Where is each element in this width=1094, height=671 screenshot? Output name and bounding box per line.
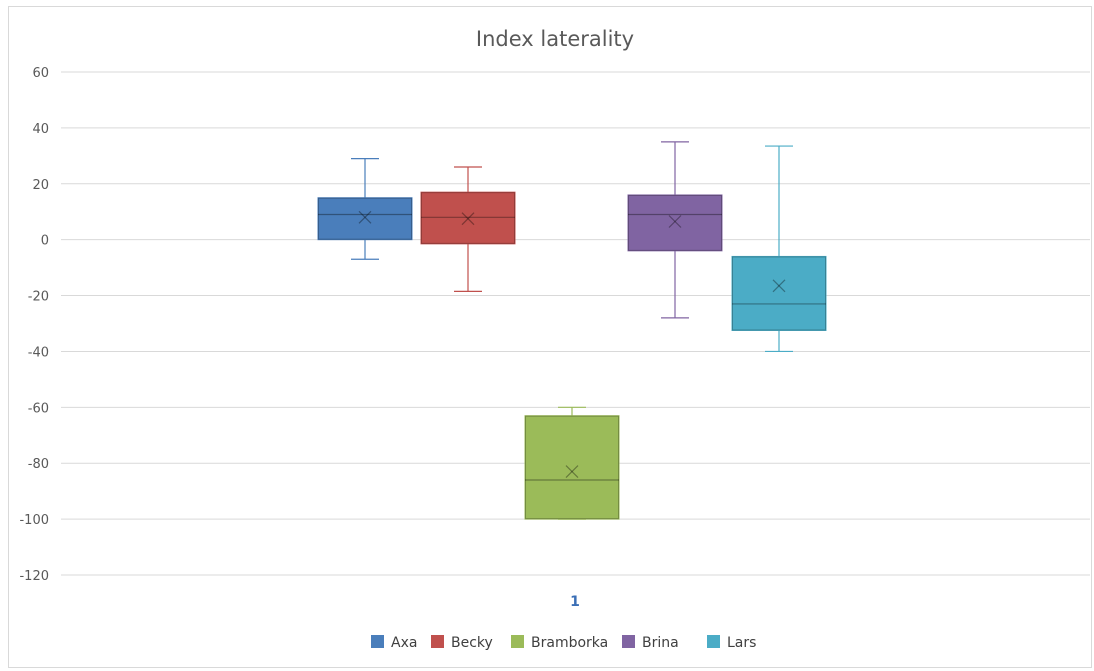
mean-marker <box>565 465 579 479</box>
box-becky <box>420 166 516 292</box>
legend-label: Axa <box>391 635 417 651</box>
legend-label: Lars <box>727 635 756 651</box>
chart-title: Index laterality <box>476 27 634 51</box>
y-tick-label: -120 <box>19 569 49 584</box>
iqr-box <box>317 197 413 241</box>
iqr-box <box>731 255 827 331</box>
y-tick-label: 40 <box>32 122 49 137</box>
box-outline <box>525 415 619 520</box>
box-bramborka <box>524 406 620 520</box>
legend-swatch <box>371 635 384 648</box>
iqr-box <box>627 194 723 252</box>
mean-marker <box>772 279 786 293</box>
mean-marker <box>772 279 786 293</box>
legend-swatch <box>707 635 720 648</box>
legend: Axa Becky Bramborka Brina Lars <box>371 635 756 651</box>
box-brina <box>627 141 723 319</box>
y-tick-label: 0 <box>41 234 49 249</box>
box-lars <box>731 145 827 353</box>
mean-marker <box>358 210 372 224</box>
box-outline <box>421 192 515 244</box>
y-tick-label: -20 <box>28 290 49 305</box>
iqr-box <box>420 191 516 245</box>
y-tick-label: -100 <box>19 513 49 528</box>
legend-label: Becky <box>451 635 493 651</box>
box-axa <box>317 158 413 260</box>
x-category-label: 1 <box>570 594 580 610</box>
iqr-box <box>524 415 620 520</box>
box-outline <box>732 256 826 331</box>
legend-label: Bramborka <box>531 635 608 651</box>
legend-label: Brina <box>642 635 679 651</box>
y-tick-label: -60 <box>28 401 49 416</box>
y-tick-label: 20 <box>32 178 49 193</box>
y-tick-label: 60 <box>32 66 49 81</box>
box-outline <box>628 194 722 251</box>
y-axis-ticks: 60 40 20 0 -20 -40 -60 -80 -100 -120 <box>19 66 49 584</box>
mean-marker <box>668 215 682 228</box>
legend-swatch <box>622 635 635 648</box>
mean-marker <box>358 210 372 224</box>
mean-marker <box>668 215 682 228</box>
box-outline <box>318 197 412 240</box>
mean-marker <box>461 212 475 226</box>
y-tick-label: -40 <box>28 345 49 360</box>
chart-frame: Index laterality 60 40 20 0 -20 -40 -60 -80 -100… <box>8 6 1092 668</box>
mean-marker <box>565 465 579 479</box>
legend-swatch <box>511 635 524 648</box>
x-axis-categories: 1 <box>570 594 580 610</box>
box-plot-chart: Index laterality 60 40 20 0 -20 -40 -60 -80 -100… <box>19 27 1090 651</box>
box-series <box>317 141 827 520</box>
mean-marker <box>461 212 475 226</box>
legend-swatch <box>431 635 444 648</box>
y-tick-label: -80 <box>28 457 49 472</box>
